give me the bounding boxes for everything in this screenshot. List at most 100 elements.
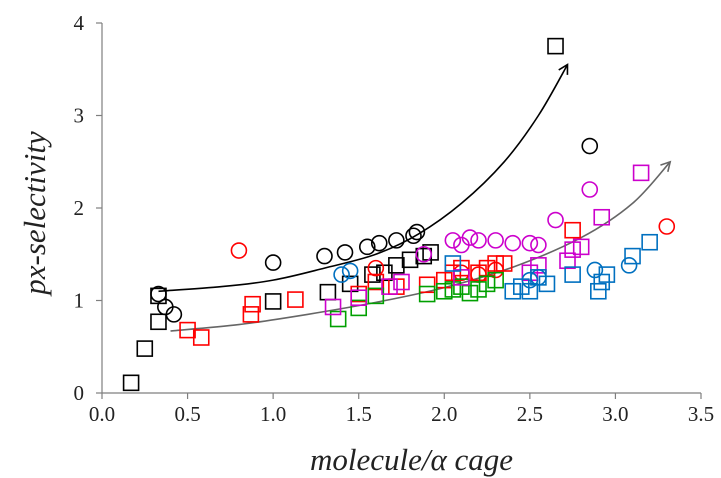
data-point-circle [316, 247, 333, 265]
data-point-circle [358, 238, 376, 256]
data-point-circle [461, 229, 479, 246]
data-point-square [530, 257, 547, 274]
data-point-circle [341, 262, 359, 280]
data-points [122, 37, 676, 392]
data-point-circle [470, 232, 487, 249]
data-point-square [598, 266, 616, 283]
data-point-square [319, 283, 337, 301]
data-point-square [487, 271, 504, 289]
data-point-square [538, 275, 556, 293]
data-point-circle [444, 232, 462, 249]
y-tick-label: 1 [74, 289, 85, 313]
data-point-square [564, 241, 581, 258]
y-axis-title: px-selectivity [17, 131, 52, 297]
data-point-circle [521, 271, 539, 289]
data-point-square [444, 255, 462, 272]
data-point-circle [453, 264, 470, 282]
data-point-square [453, 269, 470, 286]
data-point-circle [504, 234, 522, 252]
data-point-square [593, 208, 611, 226]
data-point-circle [408, 223, 426, 241]
data-point-square [350, 299, 368, 317]
data-point-circle [230, 242, 248, 259]
data-point-square [418, 285, 436, 303]
trend-curves [158, 63, 672, 332]
data-point-circle [165, 306, 183, 323]
data-point-square [350, 285, 368, 303]
data-point-square [470, 281, 487, 298]
data-point-circle [333, 266, 350, 283]
data-point-square [341, 275, 359, 293]
x-axis-title: molecule/α cage [310, 442, 513, 477]
data-point-circle [547, 211, 564, 229]
data-point-circle [521, 234, 539, 252]
data-point-square [287, 291, 304, 308]
axes: 0.0 0.5 1.0 1.5 2.0 2.5 3.0 3.5 0 1 2 3 4 [74, 11, 715, 426]
data-point-circle [530, 269, 547, 286]
y-tick-label: 4 [74, 11, 85, 35]
data-point-square [453, 278, 470, 295]
data-point-circle [367, 259, 385, 277]
x-tick-label: 2.5 [517, 402, 543, 426]
data-point-square [632, 164, 650, 182]
data-point-square [559, 252, 576, 270]
data-point-circle [586, 261, 604, 279]
data-point-square [547, 37, 564, 55]
x-tick-label: 1.5 [346, 402, 372, 426]
data-point-square [590, 282, 607, 300]
axis-labels: molecule/α cage px-selectivity [17, 131, 513, 477]
x-tick-label: 3.0 [602, 402, 628, 426]
data-point-square [367, 273, 385, 291]
data-point-circle [388, 232, 405, 249]
y-tick-label: 2 [74, 196, 85, 220]
data-point-circle [264, 254, 282, 271]
data-point-square [150, 313, 167, 331]
data-point-square [388, 257, 405, 274]
data-point-square [418, 276, 436, 294]
data-point-square [401, 251, 419, 269]
data-point-square [381, 278, 398, 295]
data-point-circle [370, 234, 388, 252]
data-point-square [564, 221, 581, 239]
data-point-circle [530, 236, 547, 254]
data-point-square [504, 282, 522, 300]
x-tick-label: 0.5 [174, 402, 200, 426]
data-point-square [350, 289, 368, 307]
data-point-square [444, 281, 462, 298]
data-point-square [324, 298, 342, 316]
data-point-square [444, 264, 462, 282]
data-point-square [393, 273, 410, 291]
y-tick-label: 3 [74, 104, 85, 128]
y-tick-label: 0 [74, 381, 85, 405]
data-point-square [422, 244, 439, 261]
data-point-square [192, 329, 210, 346]
x-tick-label: 2.0 [431, 402, 457, 426]
x-tick-label: 3.5 [688, 402, 714, 426]
data-point-square [461, 284, 479, 302]
data-point-square [572, 238, 590, 256]
data-point-circle [658, 218, 676, 235]
data-point-circle [581, 181, 599, 198]
data-point-square [244, 295, 261, 313]
data-point-circle [405, 227, 422, 245]
data-point-square [122, 374, 140, 392]
data-point-square [512, 278, 530, 295]
data-point-circle [415, 245, 433, 263]
data-point-square [624, 247, 641, 265]
data-point-square [453, 259, 470, 277]
data-point-square [242, 306, 260, 323]
trend-curve-1 [158, 63, 569, 293]
data-point-circle [581, 137, 599, 155]
data-point-square [487, 255, 504, 272]
data-point-square [367, 287, 385, 305]
data-point-square [521, 282, 539, 300]
data-point-square [478, 275, 496, 293]
data-point-square [495, 255, 513, 272]
x-tick-label: 0.0 [89, 402, 115, 426]
data-point-circle [487, 261, 504, 279]
data-point-circle [150, 285, 167, 303]
data-point-square [435, 282, 453, 300]
x-tick-label: 1.0 [260, 402, 286, 426]
data-point-square [264, 293, 282, 310]
